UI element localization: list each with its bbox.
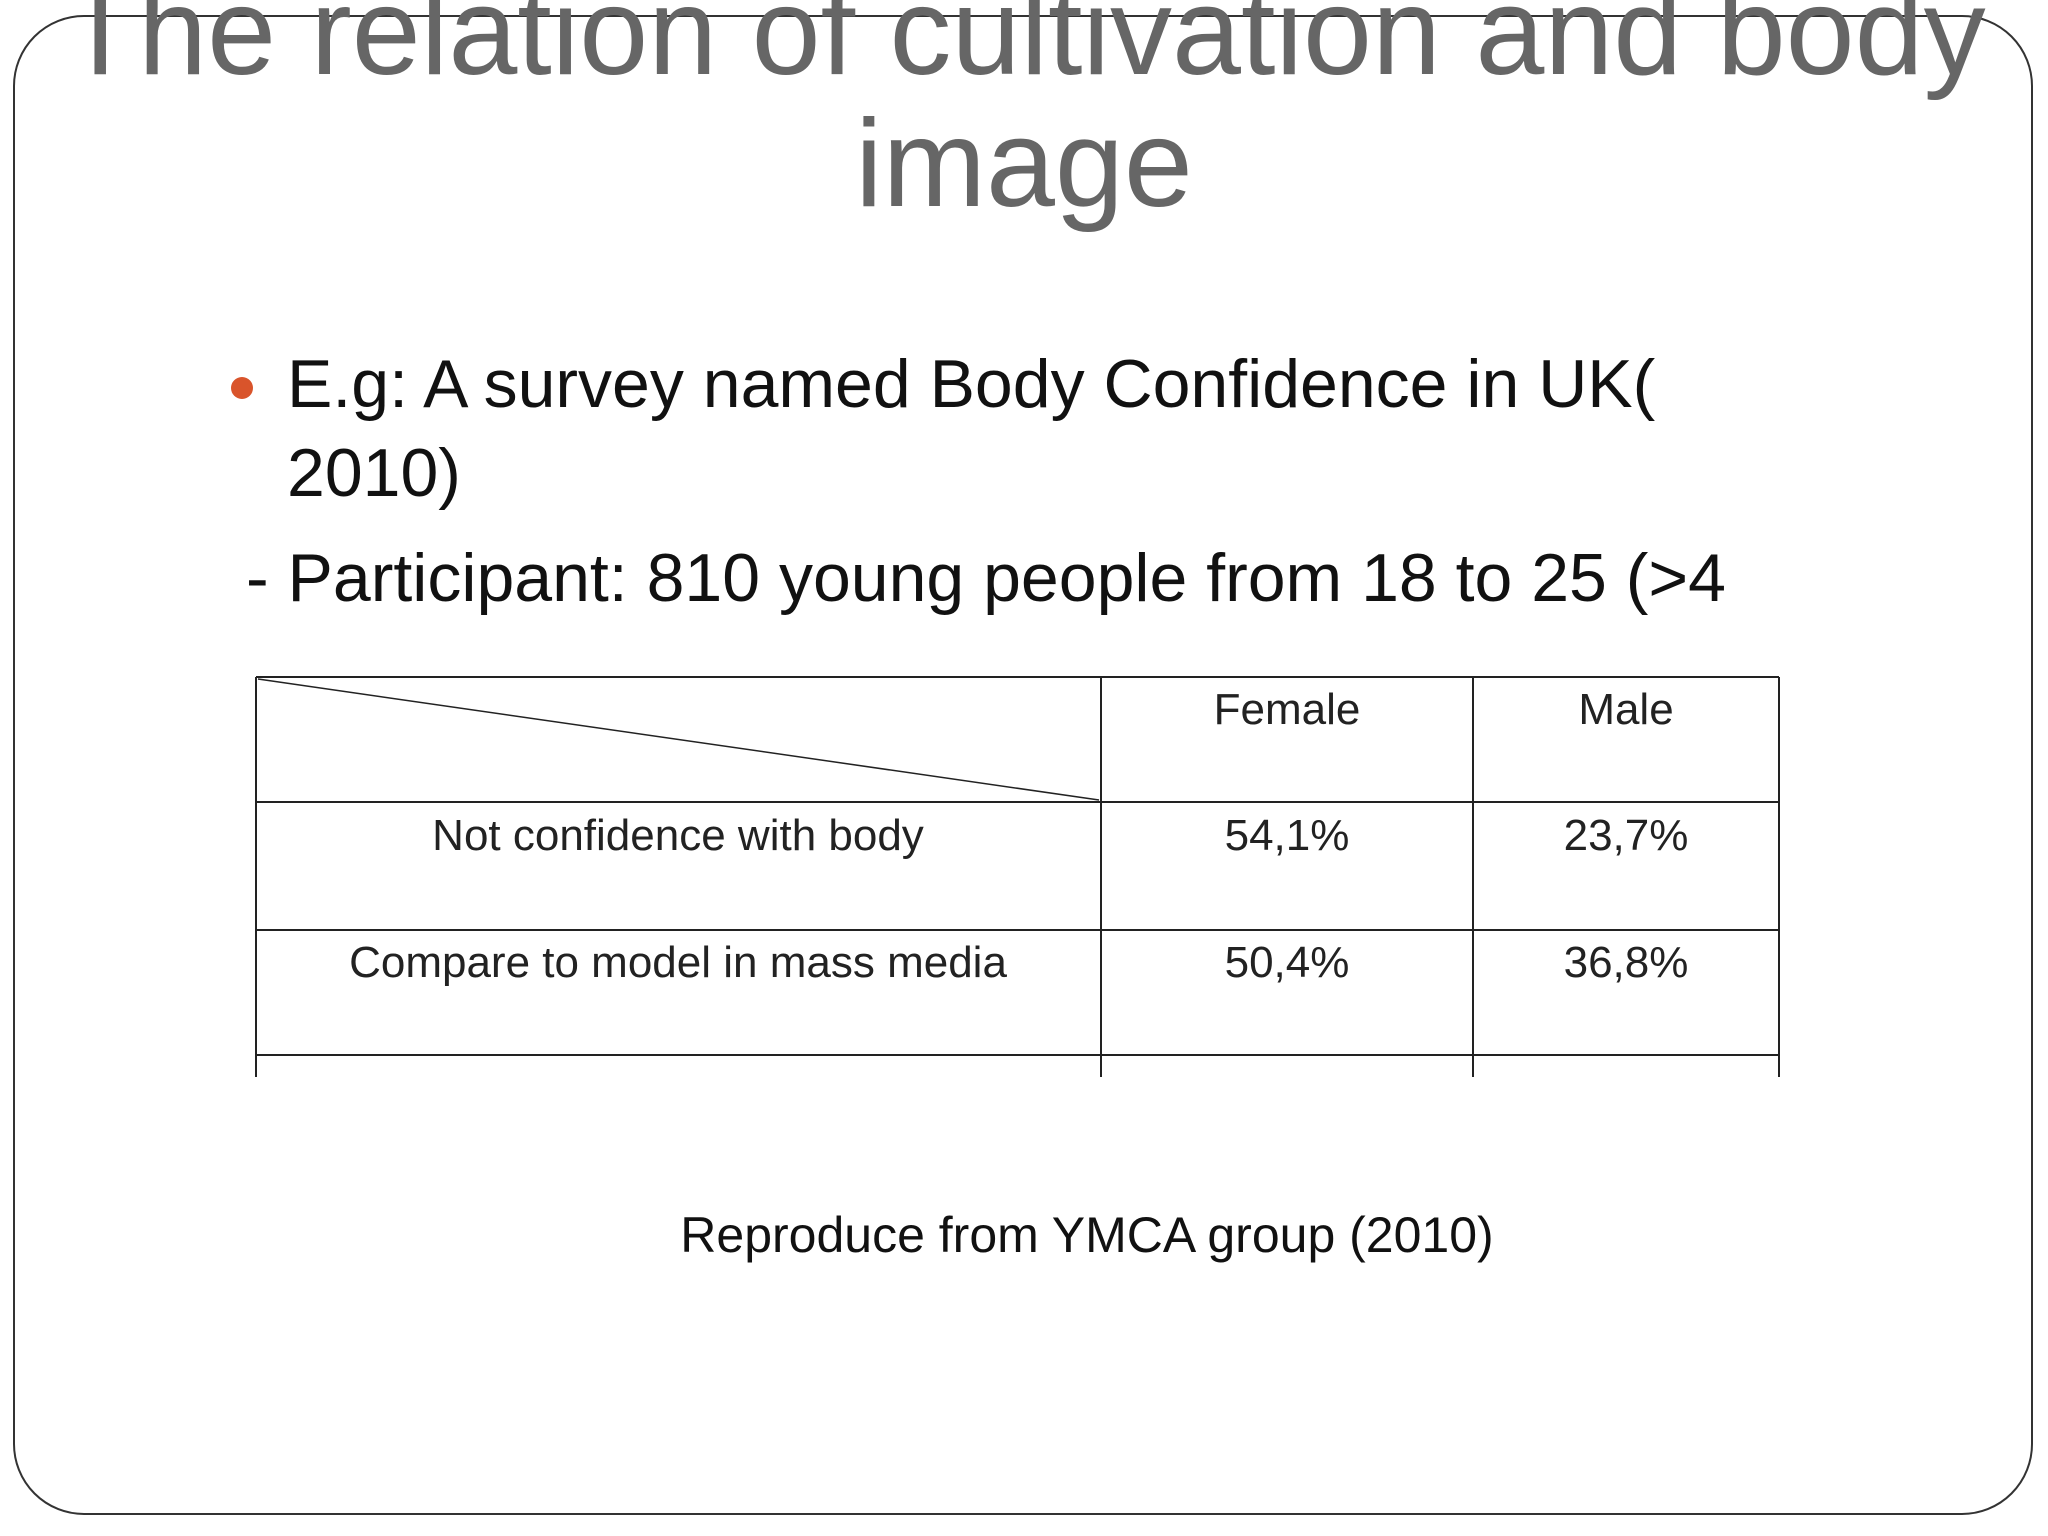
title: image	[855, 95, 1193, 233]
bullet-text: E.g: A survey named Body Confidence in U…	[287, 346, 1656, 422]
participant-text: - Participant: 810 young people from 18 …	[246, 540, 1726, 616]
title: The relation of cultivation and body	[62, 0, 1985, 101]
cell: 36,8%	[1564, 938, 1689, 987]
source-note: Reproduce from YMCA group (2010)	[680, 1207, 1493, 1263]
bullet-text: 2010)	[287, 435, 461, 511]
cell: 23,7%	[1564, 811, 1689, 860]
slide-frame	[13, 15, 2033, 1515]
cell: 50,4%	[1225, 938, 1350, 987]
column-header: Female	[1214, 685, 1361, 734]
row-label: Not confidence with body	[432, 811, 924, 860]
diagonal-rule	[257, 678, 1100, 801]
table: Female Male Not confidence with body 54,…	[255, 676, 1780, 1077]
cell: 54,1%	[1225, 811, 1350, 860]
column-header: Male	[1578, 685, 1673, 734]
row-label: Compare to model in mass media	[349, 938, 1007, 987]
bullet-dot	[231, 377, 253, 399]
